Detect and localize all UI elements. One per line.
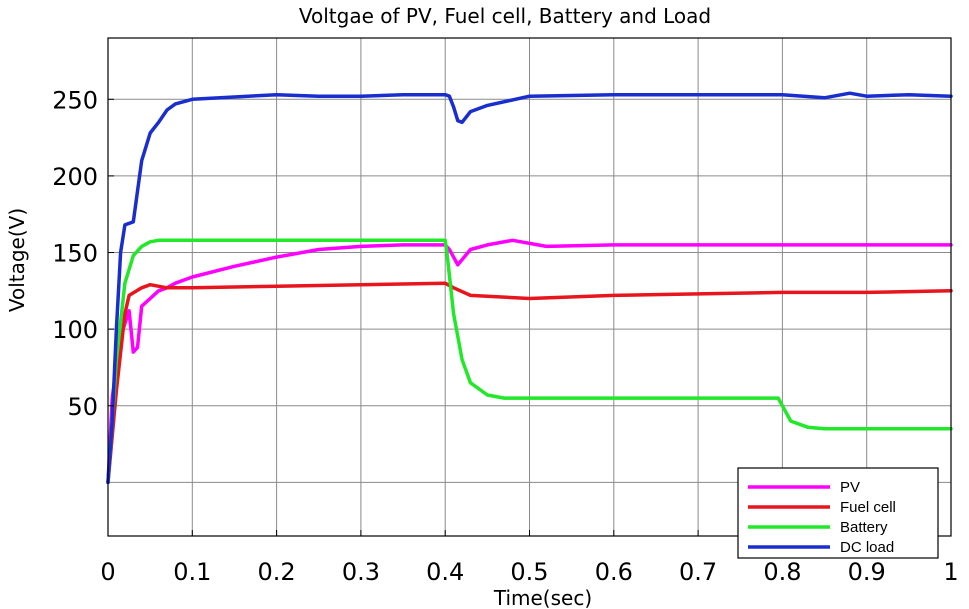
y-axis-ticks: 50 100 150 200 250 [52,86,114,421]
y-tick-label: 150 [52,240,98,268]
legend: PV Fuel cell Battery DC load [737,467,939,559]
series-line-fuel-cell [106,281,953,485]
series-line-battery [106,238,953,485]
legend-label: PV [840,479,860,496]
x-tick-label: 0.9 [848,558,886,586]
chart-title: Voltgae of PV, Fuel cell, Battery and Lo… [299,4,711,28]
x-tick-label: 0.4 [426,558,464,586]
x-tick-label: 0.6 [595,558,633,586]
y-tick-label: 50 [67,393,98,421]
x-tick-label: 0 [100,558,115,586]
x-tick-label: 0.1 [173,558,211,586]
legend-label: Fuel cell [840,499,896,516]
y-axis-label: Voltage(V) [5,208,29,312]
x-axis-ticks: 0 0.1 0.2 0.3 0.4 0.5 0.6 0.7 0.8 0.9 1 [100,530,959,586]
x-tick-label: 1 [943,558,958,586]
legend-label: DC load [840,539,894,556]
legend-label: Battery [840,519,888,536]
y-tick-label: 250 [52,86,98,114]
x-tick-label: 0.7 [679,558,717,586]
series-line-dc-load [106,91,953,485]
legend-box [737,467,939,559]
y-tick-label: 200 [52,163,98,191]
x-tick-label: 0.2 [258,558,296,586]
series-line-pv [106,238,953,485]
x-tick-label: 0.8 [763,558,801,586]
x-tick-label: 0.3 [342,558,380,586]
series-layer [106,91,953,485]
y-tick-label: 100 [52,316,98,344]
x-tick-label: 0.5 [510,558,548,586]
x-axis-label: Time(sec) [493,586,592,609]
